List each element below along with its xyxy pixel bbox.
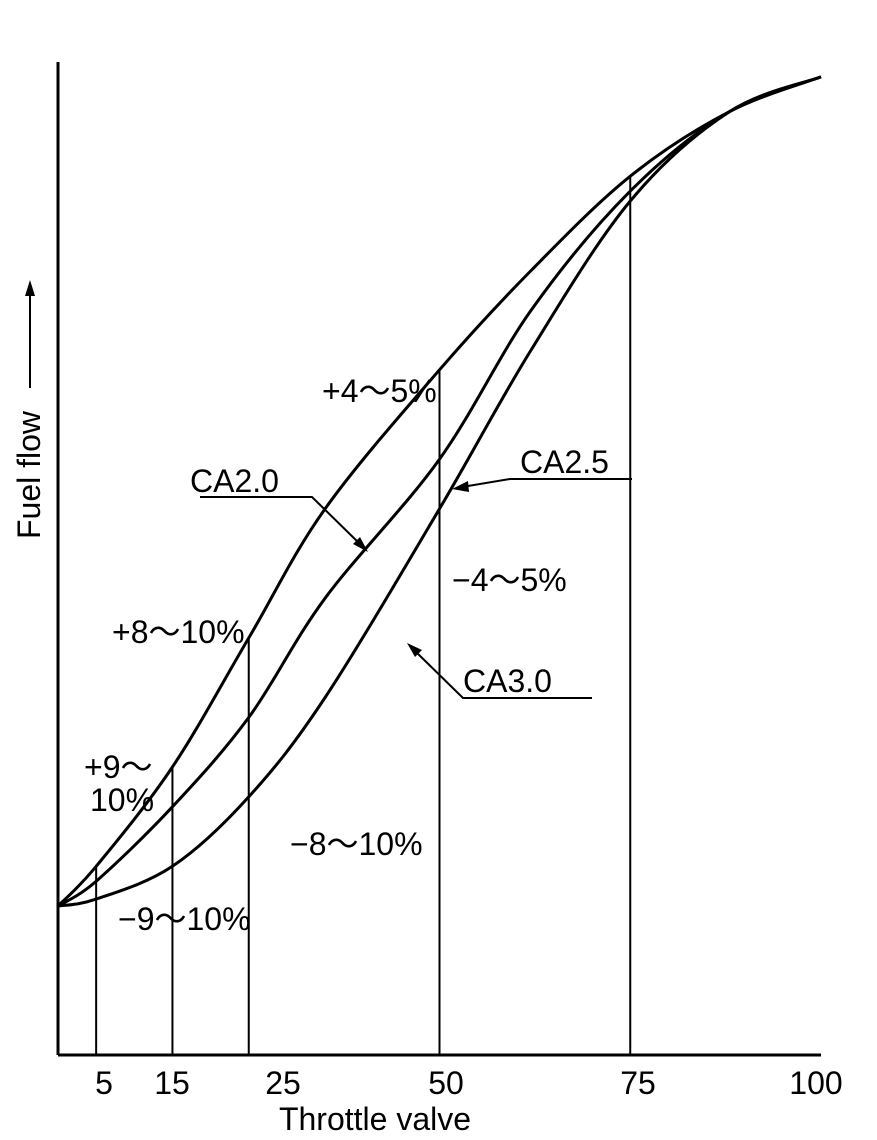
annotation-diff-15-minus: −9～10%	[118, 901, 251, 937]
leader-ca25-arrowhead	[452, 481, 469, 492]
annotation-diff-25-minus: −8～10%	[290, 826, 423, 862]
leader-ca30	[413, 649, 592, 699]
series-line-ca20	[56, 75, 822, 908]
leader-ca20	[200, 496, 362, 546]
y-axis-label: Fuel flow	[11, 410, 47, 539]
x-tick-label: 25	[265, 1065, 301, 1101]
x-tick-label: 15	[154, 1065, 190, 1101]
x-tick-label: 75	[620, 1065, 656, 1101]
annotation-diff-50-plus: +4～5%	[322, 373, 437, 409]
series-line-ca25	[57, 75, 822, 908]
series-label-ca30: CA3.0	[463, 663, 552, 699]
curves	[56, 75, 822, 908]
series-line-ca30	[57, 75, 822, 908]
leader-ca25	[461, 478, 632, 488]
x-tick-label: 50	[428, 1065, 464, 1101]
leader-ca20-arrowhead	[353, 537, 368, 552]
x-axis-label: Throttle valve	[279, 1101, 471, 1137]
series-label-ca20: CA2.0	[190, 463, 279, 499]
annotation-diff-15-plus-a: +9～	[84, 749, 153, 785]
annotation-diff-25-plus: +8～10%	[112, 614, 245, 650]
y-axis-label-arrowhead	[25, 280, 35, 296]
marker-lines	[95, 176, 632, 1055]
series-label-ca25: CA2.5	[520, 444, 609, 480]
leader-ca30-arrowhead	[407, 643, 422, 657]
annotation-diff-15-plus-b: 10%	[90, 782, 154, 818]
x-tick-label: 5	[95, 1065, 113, 1101]
x-tick-label: 100	[789, 1065, 842, 1101]
annotation-diff-50-minus: −4～5%	[452, 562, 567, 598]
